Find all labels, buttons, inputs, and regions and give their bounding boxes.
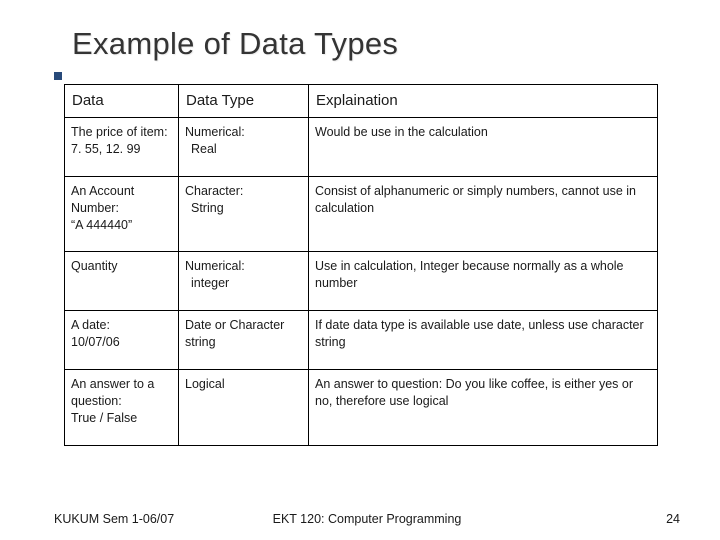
col-header-expl: Explaination [309,85,658,118]
cell-explanation: An answer to question: Do you like coffe… [309,369,658,445]
cell-data-line: An answer to a question: [71,377,154,408]
cell-type: Character: String [179,176,309,252]
footer-center: EKT 120: Computer Programming [273,512,462,526]
cell-data: A date: 10/07/06 [65,311,179,370]
cell-type-line2: Real [185,141,217,158]
col-header-data: Data [65,85,179,118]
table-header-row: Data Data Type Explaination [65,85,658,118]
cell-type-line1: Logical [185,377,225,391]
col-header-type: Data Type [179,85,309,118]
cell-type-line1: Character: [185,184,243,198]
cell-type: Logical [179,369,309,445]
cell-data: Quantity [65,252,179,311]
cell-data-line: “A 444440” [71,218,132,232]
cell-type-line1: Numerical: [185,259,245,273]
cell-data-line: 7. 55, 12. 99 [71,142,141,156]
cell-type-line2: integer [185,275,229,292]
cell-data-line: A date: [71,318,110,332]
cell-type-line1: Date or Character string [185,318,284,349]
cell-explanation: Use in calculation, Integer because norm… [309,252,658,311]
cell-type-line2: String [185,200,224,217]
table-row: The price of item: 7. 55, 12. 99 Numerical… [65,118,658,177]
table-row: Quantity Numerical: integer Use in calculat… [65,252,658,311]
cell-type-line1: Numerical: [185,125,245,139]
cell-explanation: If date data type is available use date,… [309,311,658,370]
title-row: Example of Data Types [54,26,666,62]
cell-data: An Account Number: “A 444440” [65,176,179,252]
footer-left: KUKUM Sem 1-06/07 [54,512,174,526]
data-types-table: Data Data Type Explaination The price of… [64,84,658,446]
table-row: An Account Number: “A 444440” Character: St… [65,176,658,252]
slide-title: Example of Data Types [72,26,398,62]
table-row: A date: 10/07/06 Date or Character string I… [65,311,658,370]
slide-footer: KUKUM Sem 1-06/07 EKT 120: Computer Prog… [54,512,680,526]
cell-data-line: 10/07/06 [71,335,120,349]
footer-page-number: 24 [666,512,680,526]
cell-explanation: Consist of alphanumeric or simply number… [309,176,658,252]
bullet-accent-icon [54,72,62,80]
cell-data: The price of item: 7. 55, 12. 99 [65,118,179,177]
cell-type: Numerical: Real [179,118,309,177]
cell-data-line: An Account Number: [71,184,134,215]
cell-data-line: Quantity [71,259,118,273]
cell-data-line: The price of item: [71,125,168,139]
cell-data: An answer to a question: True / False [65,369,179,445]
slide: Example of Data Types Data Data Type Exp… [0,0,720,540]
table-row: An answer to a question: True / False Logi… [65,369,658,445]
cell-explanation: Would be use in the calculation [309,118,658,177]
cell-type: Date or Character string [179,311,309,370]
cell-data-line: True / False [71,411,137,425]
cell-type: Numerical: integer [179,252,309,311]
